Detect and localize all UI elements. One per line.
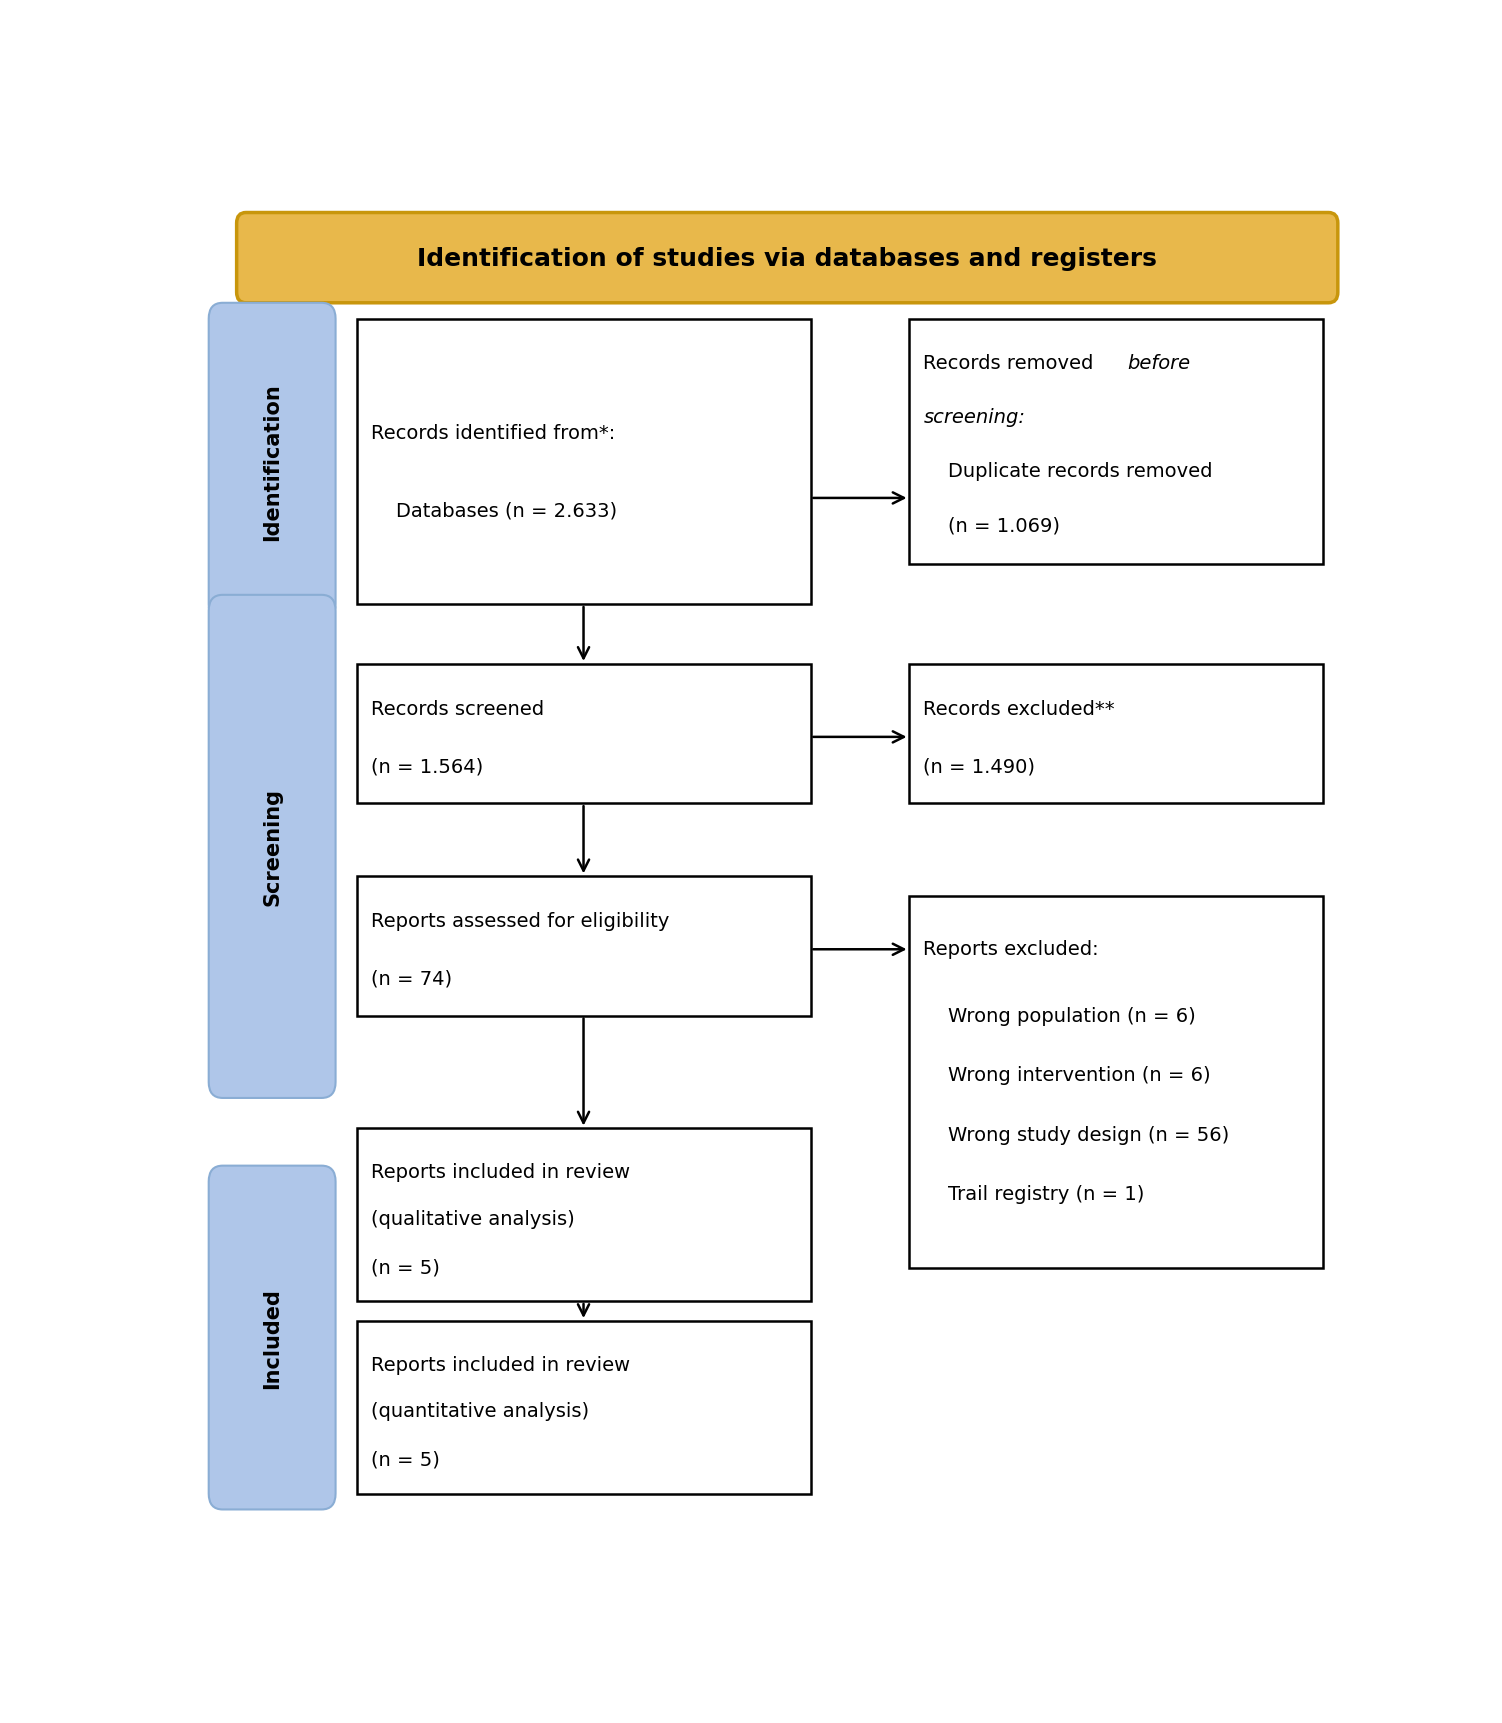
Text: Trail registry (n = 1): Trail registry (n = 1): [924, 1184, 1145, 1203]
Text: Wrong study design (n = 56): Wrong study design (n = 56): [924, 1125, 1230, 1144]
Text: (n = 1.490): (n = 1.490): [924, 756, 1035, 775]
Text: Reports included in review: Reports included in review: [371, 1163, 629, 1182]
Text: (n = 5): (n = 5): [371, 1449, 440, 1468]
FancyBboxPatch shape: [356, 1129, 811, 1301]
Text: Reports included in review: Reports included in review: [371, 1354, 629, 1373]
Text: Records identified from*:: Records identified from*:: [371, 424, 614, 443]
Text: Reports excluded:: Reports excluded:: [924, 939, 1099, 958]
Text: (n = 1.069): (n = 1.069): [924, 517, 1060, 536]
FancyBboxPatch shape: [209, 596, 335, 1098]
Text: Identification of studies via databases and registers: Identification of studies via databases …: [418, 246, 1157, 271]
FancyBboxPatch shape: [356, 877, 811, 1017]
FancyBboxPatch shape: [910, 319, 1323, 565]
FancyBboxPatch shape: [209, 303, 335, 620]
Text: (quantitative analysis): (quantitative analysis): [371, 1401, 589, 1420]
Text: Included: Included: [263, 1287, 282, 1389]
Text: Records excluded**: Records excluded**: [924, 700, 1114, 718]
Text: (qualitative analysis): (qualitative analysis): [371, 1210, 574, 1228]
Text: Screening: Screening: [263, 787, 282, 906]
Text: Wrong population (n = 6): Wrong population (n = 6): [924, 1006, 1196, 1025]
FancyBboxPatch shape: [910, 665, 1323, 803]
Text: screening:: screening:: [924, 408, 1026, 427]
FancyBboxPatch shape: [356, 319, 811, 605]
FancyBboxPatch shape: [209, 1166, 335, 1509]
Text: Wrong intervention (n = 6): Wrong intervention (n = 6): [924, 1065, 1211, 1084]
Text: (n = 5): (n = 5): [371, 1258, 440, 1277]
Text: Duplicate records removed: Duplicate records removed: [924, 462, 1214, 481]
Text: Databases (n = 2.633): Databases (n = 2.633): [371, 501, 617, 520]
FancyBboxPatch shape: [910, 896, 1323, 1268]
FancyBboxPatch shape: [356, 1322, 811, 1494]
Text: Reports assessed for eligibility: Reports assessed for eligibility: [371, 911, 668, 930]
Text: (n = 74): (n = 74): [371, 968, 452, 987]
Text: Identification: Identification: [263, 383, 282, 541]
Text: before: before: [1126, 355, 1190, 374]
Text: Records removed: Records removed: [924, 355, 1099, 374]
Text: Records screened: Records screened: [371, 700, 544, 718]
FancyBboxPatch shape: [237, 214, 1338, 303]
Text: (n = 1.564): (n = 1.564): [371, 756, 482, 775]
FancyBboxPatch shape: [356, 665, 811, 803]
